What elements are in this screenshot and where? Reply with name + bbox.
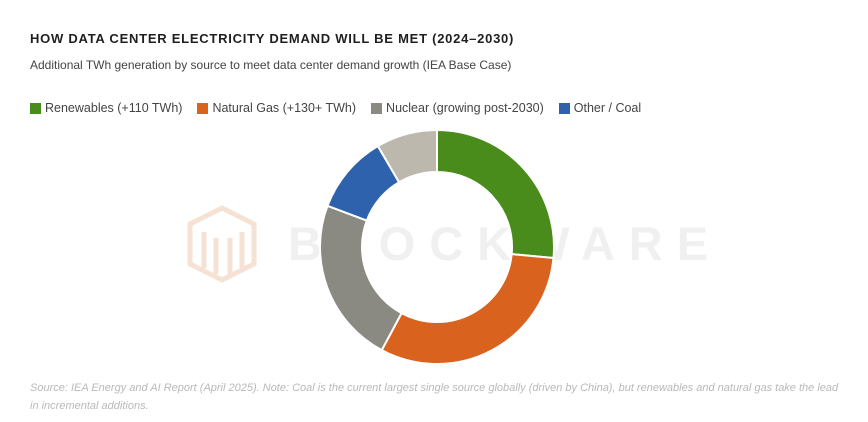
legend-label-renewables: Renewables (+110 TWh)	[45, 101, 183, 115]
donut-slice-renewables[interactable]	[436, 128, 555, 260]
source-note: Source: IEA Energy and AI Report (April …	[30, 382, 839, 412]
legend-item-renewables[interactable]: Renewables (+110 TWh)	[30, 101, 182, 115]
legend-swatch-renewables	[30, 102, 41, 114]
donut-slice-unlabeled[interactable]	[376, 128, 438, 184]
blockware-logo-watermark	[187, 205, 257, 283]
chart-legend: Renewables (+110 TWh) Natural Gas (+130+…	[30, 101, 641, 115]
legend-swatch-other-coal	[558, 102, 570, 114]
legend-label-nuclear: Nuclear (growing post-2030)	[386, 101, 544, 115]
legend-item-other-coal[interactable]: Other / Coal	[558, 101, 642, 115]
legend-swatch-nuclear	[371, 102, 383, 114]
legend-label-other-coal: Other / Coal	[573, 101, 642, 115]
donut-slice-nuclear[interactable]	[319, 204, 403, 352]
legend-swatch-natural-gas	[197, 102, 209, 114]
legend-item-nuclear[interactable]: Nuclear (growing post-2030)	[371, 101, 544, 115]
logo-hexagon-outline	[187, 205, 257, 283]
legend-label-natural-gas: Natural Gas (+130+ TWh)	[212, 101, 357, 115]
donut-slice-natural-gas[interactable]	[380, 252, 555, 365]
legend-item-natural-gas[interactable]: Natural Gas (+130+ TWh)	[197, 101, 356, 115]
chart-title: HOW DATA CENTER ELECTRICITY DEMAND WILL …	[30, 31, 515, 46]
chart-subtitle: Additional TWh generation by source to m…	[30, 58, 512, 72]
